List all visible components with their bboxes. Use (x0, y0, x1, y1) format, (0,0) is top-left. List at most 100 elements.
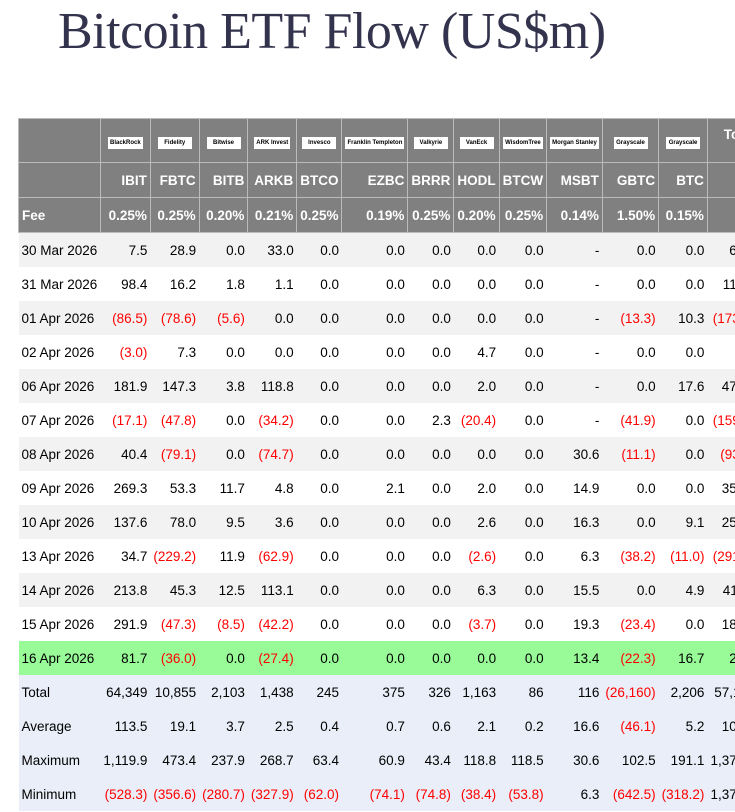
flow-cell: 17.6 (658, 369, 708, 403)
flow-cell: (327.9) (247, 777, 297, 811)
page-title: Bitcoin ETF Flow (US$m) (58, 3, 606, 60)
etf-flow-table: BlackRock Fidelity Bitwise ARK Invest Invesc… (18, 118, 735, 811)
flow-cell: (79.1) (150, 437, 200, 471)
flow-cell: (11.0) (658, 539, 708, 573)
flow-cell: 0.0 (407, 335, 454, 369)
flow-cell: (74.8) (407, 777, 454, 811)
flow-cell: 12.5 (199, 573, 248, 607)
flow-cell: 326 (407, 675, 454, 709)
flow-cell: 2.0 (453, 471, 500, 505)
issuer-logo: Grayscale (613, 137, 648, 149)
flow-cell: (74.7) (247, 437, 297, 471)
daily-flow-row: 09 Apr 2026 269.3 53.3 11.7 4.8 0.0 2.1 0.0 2.0 0… (18, 471, 735, 505)
flow-cell: 2.6 (453, 505, 500, 539)
flow-cell: 13.4 (546, 641, 603, 675)
flow-cell: 0.0 (341, 301, 408, 335)
flow-cell: 0.0 (602, 335, 659, 369)
flow-cell: (74.1) (341, 777, 408, 811)
flow-cell: 81.7 (100, 641, 151, 675)
flow-cell: 0.0 (296, 539, 342, 573)
issuer-cell: VanEck (453, 118, 500, 163)
fee-value: 0.25% (99, 197, 151, 233)
flow-cell: 4.9 (658, 573, 708, 607)
flow-cell: 1,119.9 (100, 743, 151, 777)
row-label: 30 Mar 2026 (18, 232, 101, 267)
flow-cell: 0.0 (341, 232, 408, 267)
flow-cell: (78.6) (150, 301, 200, 335)
flow-cell: (22.3) (602, 641, 659, 675)
total-cell: 1,373.8 (707, 743, 735, 777)
flow-cell: 9.5 (199, 505, 248, 539)
flow-cell: 0.0 (407, 301, 454, 335)
flow-cell: 0.0 (247, 335, 297, 369)
flow-cell: (11.1) (602, 437, 659, 471)
flow-cell: 0.0 (341, 539, 408, 573)
flow-cell: (34.2) (247, 403, 297, 437)
summary-row: Maximum 1,119.9 473.4 237.9 268.7 63.4 60.9 43.… (18, 743, 735, 777)
flow-cell: 0.0 (296, 335, 342, 369)
flow-cell: 9.1 (658, 505, 708, 539)
flow-cell: 6.3 (546, 539, 603, 573)
flow-cell: (26,160) (602, 675, 659, 709)
total-cell: 117.5 (707, 267, 735, 301)
header-blank (18, 162, 101, 198)
ticker-header: EZBC (341, 162, 409, 198)
flow-cell: 0.0 (341, 267, 408, 301)
flow-cell: 6.3 (453, 573, 500, 607)
ticker-header: BTCW (498, 162, 548, 198)
flow-cell: 0.0 (602, 573, 659, 607)
flow-cell: 0.0 (453, 437, 500, 471)
flow-cell: 0.0 (407, 437, 454, 471)
flow-cell: (36.0) (150, 641, 200, 675)
issuer-cell: ARK Invest (247, 118, 298, 163)
flow-cell: (27.4) (247, 641, 297, 675)
daily-flow-row: 14 Apr 2026 213.8 45.3 12.5 113.1 0.0 0.0 0.0 6.… (18, 573, 735, 607)
flow-cell: 113.5 (100, 709, 151, 743)
issuer-cell: Franklin Templeton (341, 118, 409, 163)
flow-cell: 0.0 (341, 607, 408, 641)
flow-cell: 0.0 (602, 232, 659, 267)
fee-value: 0.14% (546, 197, 603, 233)
row-label: 09 Apr 2026 (18, 471, 101, 505)
flow-cell: 30.6 (546, 437, 603, 471)
flow-cell: 2.5 (247, 709, 297, 743)
flow-cell: (42.2) (247, 607, 297, 641)
flow-cell: 63.4 (296, 743, 342, 777)
flow-cell: 64,349 (100, 675, 151, 709)
flow-cell: - (546, 232, 603, 267)
total-cell: 256.7 (707, 505, 735, 539)
flow-cell: 0.0 (499, 437, 547, 471)
flow-cell: 2,206 (658, 675, 708, 709)
issuer-cell: Grayscale (658, 118, 708, 163)
flow-cell: 10.3 (658, 301, 708, 335)
flow-cell: 291.9 (100, 607, 151, 641)
issuer-logo: Grayscale (666, 137, 701, 149)
header-blank (18, 118, 101, 163)
issuer-cell: Morgan Stanley (546, 118, 603, 163)
issuer-logo: Bitwise (206, 137, 241, 149)
header-blank (706, 197, 735, 233)
total-cell: 1,373.8 (707, 777, 735, 811)
flow-cell: 34.7 (100, 539, 151, 573)
flow-cell: (2.6) (453, 539, 500, 573)
flow-cell: 5.2 (658, 709, 708, 743)
flow-cell: (280.7) (199, 777, 248, 811)
flow-cell: 245 (296, 675, 342, 709)
flow-cell: (47.8) (150, 403, 200, 437)
ticker-header: FBTC (149, 162, 200, 198)
flow-cell: 0.0 (453, 267, 500, 301)
flow-cell: 118.8 (247, 369, 297, 403)
total-cell: 100.7 (707, 709, 735, 743)
flow-cell: 40.4 (100, 437, 151, 471)
flow-cell: 0.0 (407, 641, 454, 675)
ticker-header: BTC (658, 162, 708, 198)
flow-cell: 0.0 (341, 505, 408, 539)
flow-cell: 0.0 (199, 641, 248, 675)
daily-flow-row: 01 Apr 2026 (86.5) (78.6) (5.6) 0.0 0.0 0.0 0.0… (18, 301, 735, 335)
flow-cell: 16.2 (150, 267, 200, 301)
flow-cell: 1.1 (247, 267, 297, 301)
flow-cell: 0.6 (407, 709, 454, 743)
ticker-header: IBIT (99, 162, 151, 198)
flow-cell: 0.0 (658, 232, 708, 267)
flow-cell: 2,103 (199, 675, 248, 709)
